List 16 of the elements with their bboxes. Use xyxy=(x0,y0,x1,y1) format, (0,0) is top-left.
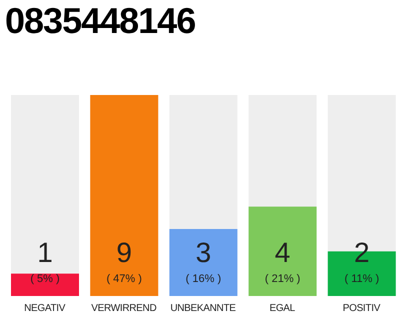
chart-title: 0835448146 xyxy=(5,0,196,42)
x-tick-label: POSITIV xyxy=(342,303,381,314)
bar xyxy=(11,274,79,296)
data-label: 1 xyxy=(37,237,53,268)
annotation: ( 47% ) xyxy=(106,273,142,285)
annotation: ( 5% ) xyxy=(30,273,60,285)
data-label: 9 xyxy=(116,237,132,268)
annotation: ( 11% ) xyxy=(344,273,380,285)
x-tick-label: NEGATIV xyxy=(24,303,66,314)
x-tick-label: UNBEKANNTE xyxy=(170,303,236,314)
x-tick-label: VERWIRREND xyxy=(91,303,156,314)
x-tick-label: EGAL xyxy=(269,303,296,314)
annotation: ( 16% ) xyxy=(186,273,222,285)
data-label: 3 xyxy=(196,237,212,268)
data-label: 4 xyxy=(274,237,290,268)
annotation: ( 21% ) xyxy=(264,273,300,285)
